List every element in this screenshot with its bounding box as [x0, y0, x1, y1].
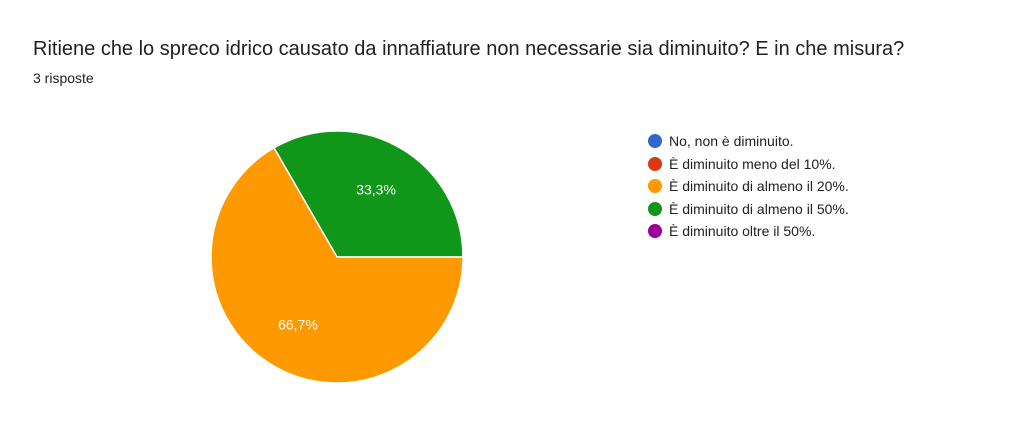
slice-percent-label: 33,3% [356, 181, 396, 197]
legend-swatch-icon [648, 134, 662, 148]
slice-percent-label: 66,7% [278, 317, 318, 333]
response-count: 3 risposte [33, 70, 94, 86]
chart-legend: No, non è diminuito. È diminuito meno del… [648, 130, 849, 243]
legend-swatch-icon [648, 224, 662, 238]
legend-label: È diminuito meno del 10%. [669, 155, 836, 172]
pie-slice-4[interactable] [272, 130, 464, 258]
legend-label: No, non è diminuito. [669, 133, 794, 149]
question-title: Ritiene che lo spreco idrico causato da … [33, 38, 905, 60]
legend-item[interactable]: È diminuito di almeno il 20%. [648, 175, 849, 197]
legend-swatch-icon [648, 179, 662, 193]
legend-label: È diminuito di almeno il 20%. [669, 178, 849, 194]
pie-slice-3[interactable] [210, 146, 464, 384]
legend-item[interactable]: È diminuito meno del 10%. [648, 153, 849, 175]
legend-label: È diminuito oltre il 50%. [669, 223, 816, 239]
legend-item[interactable]: No, non è diminuito. [648, 130, 849, 152]
legend-label: È diminuito di almeno il 50%. [669, 200, 849, 217]
legend-swatch-icon [648, 156, 662, 171]
legend-swatch-icon [648, 201, 662, 216]
legend-item[interactable]: È diminuito di almeno il 50%. [648, 198, 849, 220]
legend-item[interactable]: È diminuito oltre il 50%. [648, 220, 849, 242]
